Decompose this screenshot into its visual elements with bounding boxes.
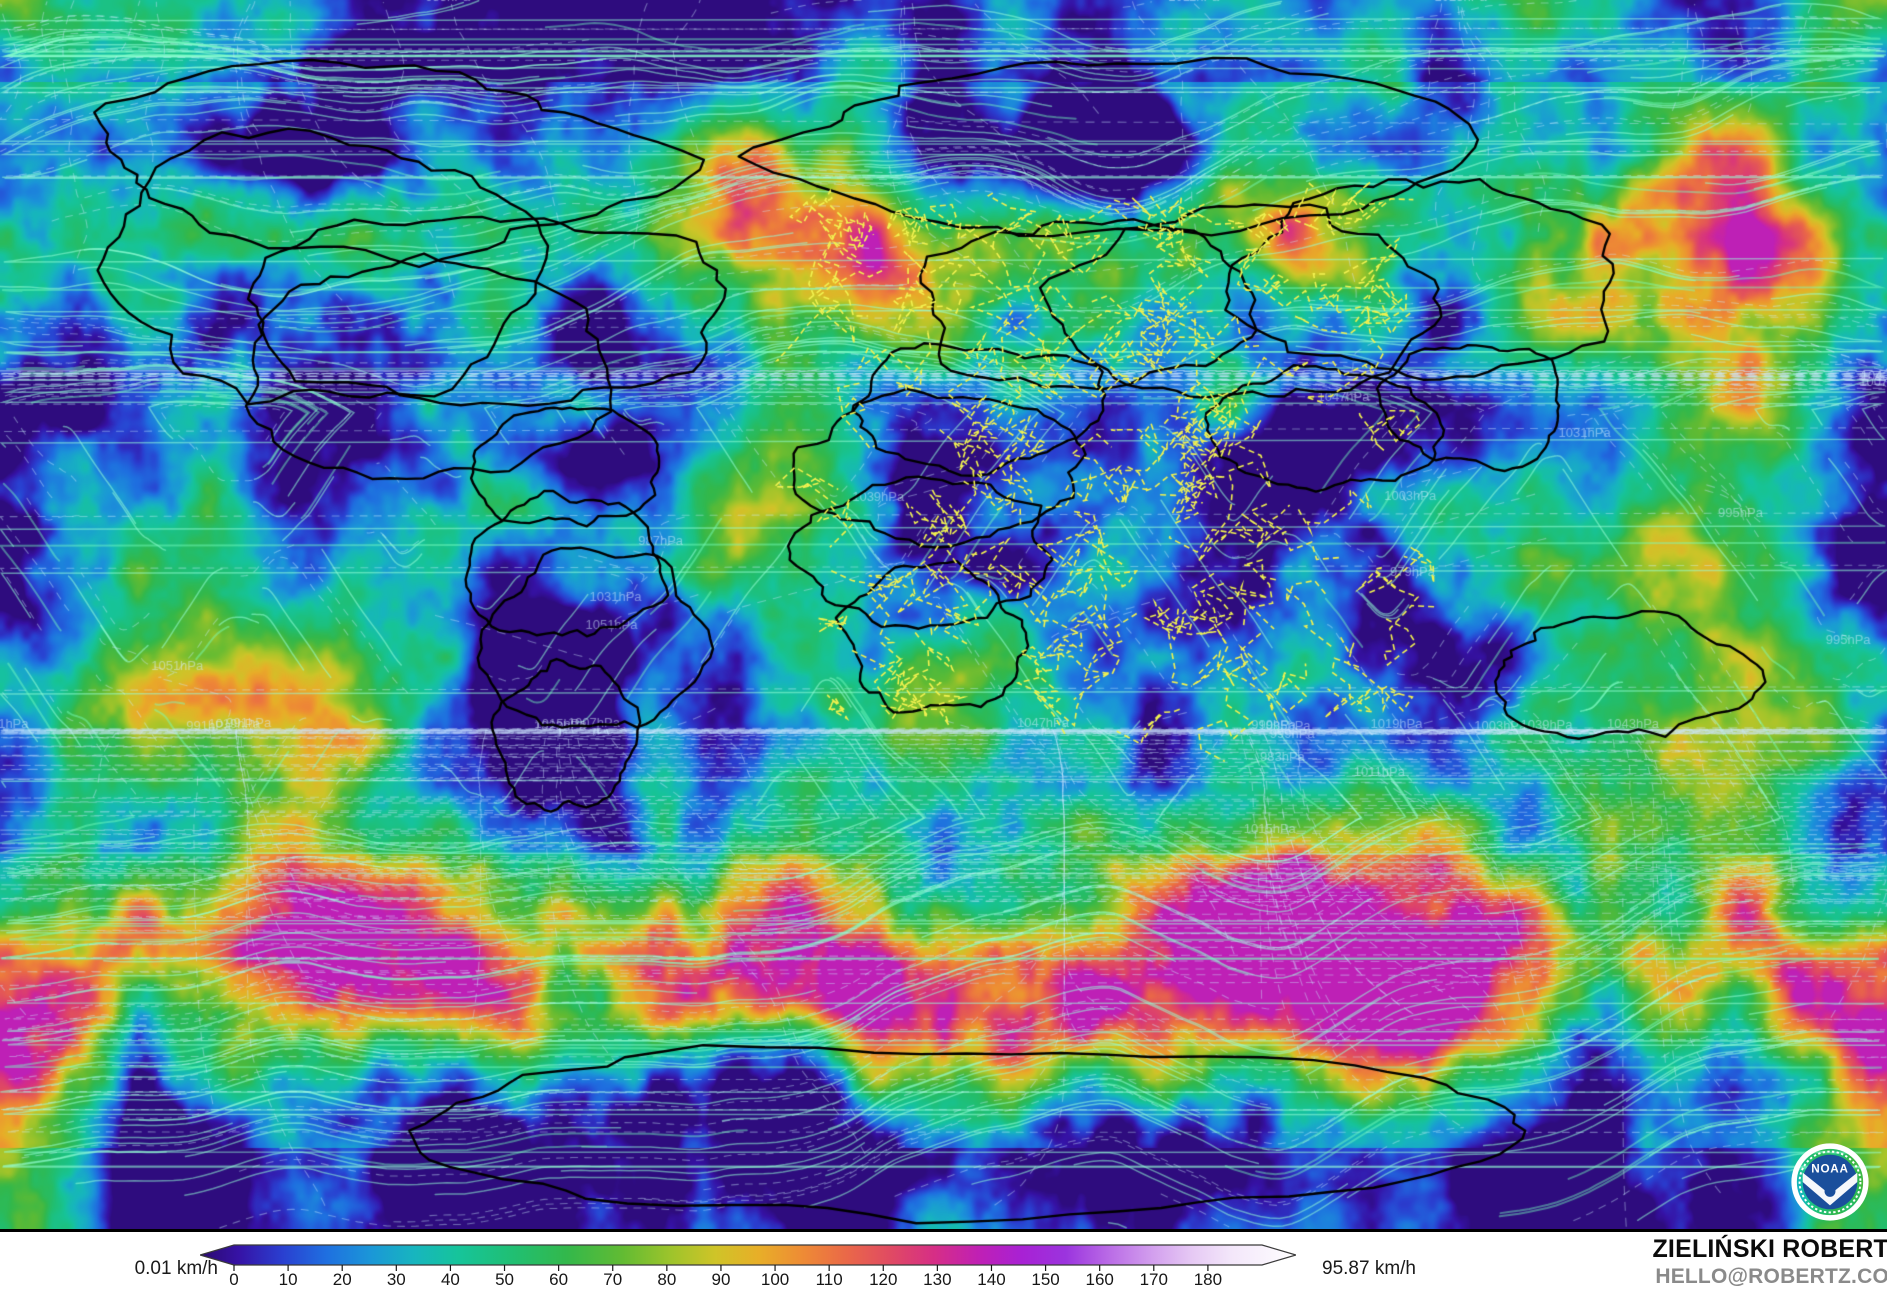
colorbar-tick-label: 150: [1031, 1270, 1059, 1285]
colorbar-min-label: 0.01 km/h: [134, 1258, 218, 1279]
colorbar-tick-label: 140: [977, 1270, 1005, 1285]
colorbar-tick-label: 80: [657, 1270, 676, 1285]
colorbar-tick-label: 50: [495, 1270, 514, 1285]
noaa-logo-text: NOAA: [1811, 1163, 1849, 1176]
colorbar-max-label: 95.87 km/h: [1322, 1258, 1416, 1279]
colorbar-tick-label: 120: [869, 1270, 897, 1285]
colorbar-tick-label: 20: [333, 1270, 352, 1285]
colorbar-tick-label: 10: [279, 1270, 298, 1285]
colorbar-gradient-bar[interactable]: [200, 1244, 1296, 1266]
colorbar-tick-label: 70: [603, 1270, 622, 1285]
colorbar-tick-label: 160: [1085, 1270, 1113, 1285]
colorbar-ticks: 0 10 20 30 40 50 60 70 80 90 100 110 120 130 140 150 160…: [229, 1265, 1222, 1285]
colorbar-tick-label: 40: [441, 1270, 460, 1285]
attribution-name: ZIELIŃSKI ROBERT: [1652, 1235, 1887, 1263]
colorbar-tick-label: 170: [1140, 1270, 1168, 1285]
colorbar-tick-label: 110: [816, 1270, 843, 1285]
attribution-email: HELLO@ROBERTZ.CO: [1655, 1265, 1887, 1288]
colorbar-svg[interactable]: 0 10 20 30 40 50 60 70 80 90 100 110 120 130 140 150 160…: [200, 1241, 1296, 1285]
noaa-logo: NOAA: [1791, 1143, 1869, 1221]
colorbar-tick-label: 90: [711, 1270, 730, 1285]
colorbar[interactable]: 0 10 20 30 40 50 60 70 80 90 100 110 120 130 140 150 160…: [200, 1241, 1296, 1285]
wind-speed-map-canvas[interactable]: [0, 0, 1887, 1229]
colorbar-tick-label: 0: [229, 1270, 238, 1285]
colorbar-tick-label: 180: [1194, 1270, 1222, 1285]
attribution: ZIELIŃSKI ROBERT HELLO@ROBERTZ.CO: [1652, 1236, 1887, 1289]
colorbar-tick-label: 30: [387, 1270, 406, 1285]
colorbar-tick-label: 130: [923, 1270, 951, 1285]
colorbar-tick-label: 100: [761, 1270, 789, 1285]
colorbar-tick-label: 60: [549, 1270, 568, 1285]
map-panel[interactable]: NOAA: [0, 0, 1887, 1232]
